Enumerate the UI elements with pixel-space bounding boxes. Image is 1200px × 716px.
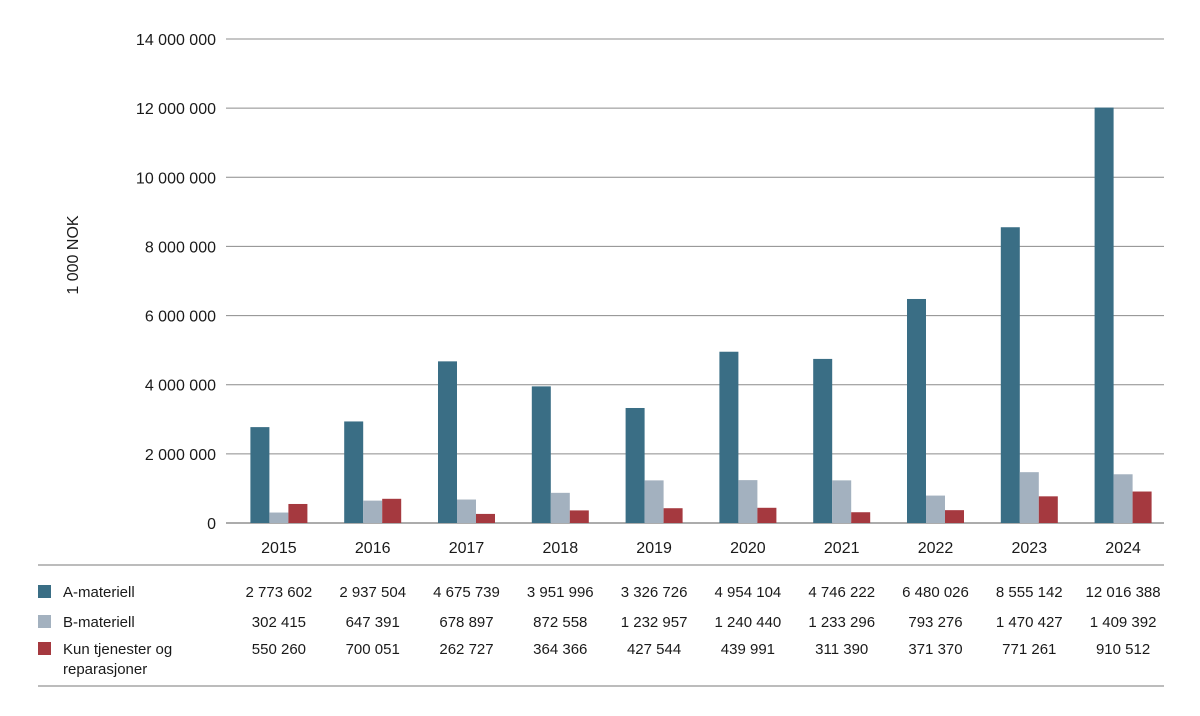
y-tick-label: 14 000 000 (136, 32, 216, 49)
table-cell-value: 550 260 (252, 641, 306, 658)
table-cell-value: 4 675 739 (433, 584, 500, 601)
x-tick-label: 2023 (1012, 540, 1048, 557)
table-cell-value: 700 051 (346, 641, 400, 658)
table-cell-value: 371 370 (908, 641, 962, 658)
table-cell-value: 6 480 026 (902, 584, 969, 601)
table-cell-value: 439 991 (721, 641, 775, 658)
table-cell-value: 3 951 996 (527, 584, 594, 601)
y-tick-label: 0 (207, 516, 216, 533)
legend-swatch (38, 615, 51, 628)
bar-b-materiell (832, 480, 852, 523)
bar-b-materiell (926, 495, 945, 523)
table-cell-value: 2 937 504 (339, 584, 406, 601)
bar-a-materiell (813, 358, 833, 523)
table-cell-value: 2 773 602 (246, 584, 313, 601)
table-cell-value: 678 897 (439, 614, 493, 631)
bar-kun-tjenester (851, 512, 871, 523)
y-tick-label: 12 000 000 (136, 101, 216, 118)
x-tick-label: 2016 (355, 540, 391, 557)
bar-a-materiell (625, 407, 645, 523)
bar-b-materiell (269, 512, 289, 523)
legend-swatch (38, 585, 51, 598)
bar-b-materiell (550, 492, 570, 523)
bar-a-materiell (531, 386, 551, 523)
bar-kun-tjenester (757, 507, 777, 523)
table-cell-value: 427 544 (627, 641, 681, 658)
bar-b-materiell (457, 499, 476, 523)
data-table: A-materiell 2 773 602 2 937 504 4 675 739 3 … (38, 564, 1164, 687)
table-cell-value: 3 326 726 (621, 584, 688, 601)
bar-kun-tjenester (476, 513, 495, 523)
x-tick-label: 2019 (636, 540, 672, 557)
gridlines (226, 38, 1164, 524)
bar-a-materiell (344, 421, 364, 523)
legend-label: A-materiell (63, 584, 135, 601)
table-cell-value: 302 415 (252, 614, 306, 631)
bar-b-materiell (738, 480, 758, 523)
table-cell-value: 1 232 957 (621, 614, 688, 631)
x-tick-label: 2015 (261, 540, 297, 557)
y-axis-label: 1 000 NOK (65, 215, 82, 294)
bar-b-materiell (644, 480, 664, 523)
table-cell-value: 364 366 (533, 641, 587, 658)
table-cell-value: 1 240 440 (715, 614, 782, 631)
table-cell-value: 793 276 (908, 614, 962, 631)
table-cell-value: 1 233 296 (808, 614, 875, 631)
bar-kun-tjenester (569, 510, 589, 523)
bars (250, 107, 1152, 524)
x-tick-label: 2024 (1105, 540, 1141, 557)
table-cell-value: 771 261 (1002, 641, 1056, 658)
table-cell-value: 8 555 142 (996, 584, 1063, 601)
table-cell-value: 12 016 388 (1086, 584, 1161, 601)
bar-kun-tjenester (1132, 491, 1152, 523)
x-tick-label: 2020 (730, 540, 766, 557)
y-tick-label: 8 000 000 (145, 239, 216, 256)
x-tick-label: 2022 (918, 540, 954, 557)
bar-b-materiell (363, 500, 383, 523)
bar-kun-tjenester (288, 503, 308, 523)
bar-kun-tjenester (945, 510, 964, 523)
table-cell-value: 4 746 222 (808, 584, 875, 601)
bar-a-materiell (907, 298, 926, 523)
y-tick-label: 2 000 000 (145, 447, 216, 464)
x-tick-label: 2017 (449, 540, 485, 557)
bar-a-materiell (719, 351, 739, 523)
bar-a-materiell (1094, 107, 1114, 524)
table-cell-value: 910 512 (1096, 641, 1150, 658)
legend-label: B-materiell (63, 614, 135, 631)
table-cell-value: 1 409 392 (1090, 614, 1157, 631)
x-tick-label: 2021 (824, 540, 860, 557)
bar-kun-tjenester (382, 498, 402, 523)
table-cell-value: 4 954 104 (715, 584, 782, 601)
bar-kun-tjenester (663, 508, 683, 523)
table-cell-value: 311 390 (815, 641, 868, 658)
table-cell-value: 262 727 (439, 641, 493, 658)
bar-a-materiell (250, 427, 270, 523)
table-cell-value: 1 470 427 (996, 614, 1063, 631)
y-tick-label: 10 000 000 (136, 170, 216, 187)
legend-swatch (38, 642, 51, 655)
legend-label-line: reparasjoner (63, 661, 147, 678)
x-axis-ticks: 2015 2016 2017 2018 2019 2020 2021 2022 2023 2024 (261, 540, 1141, 557)
bar-a-materiell (1000, 227, 1020, 524)
x-tick-label: 2018 (543, 540, 579, 557)
table-cell-value: 872 558 (533, 614, 587, 631)
bar-b-materiell (1113, 474, 1133, 523)
y-tick-label: 6 000 000 (145, 309, 216, 326)
bar-kun-tjenester (1038, 496, 1058, 523)
bar-a-materiell (438, 361, 457, 523)
y-tick-label: 4 000 000 (145, 378, 216, 395)
legend-label-line: Kun tjenester og (63, 641, 172, 658)
table-cell-value: 647 391 (346, 614, 400, 631)
bar-b-materiell (1019, 472, 1039, 523)
y-axis-ticks: 0 2 000 000 4 000 000 6 000 000 8 000 000 10 … (136, 32, 216, 533)
